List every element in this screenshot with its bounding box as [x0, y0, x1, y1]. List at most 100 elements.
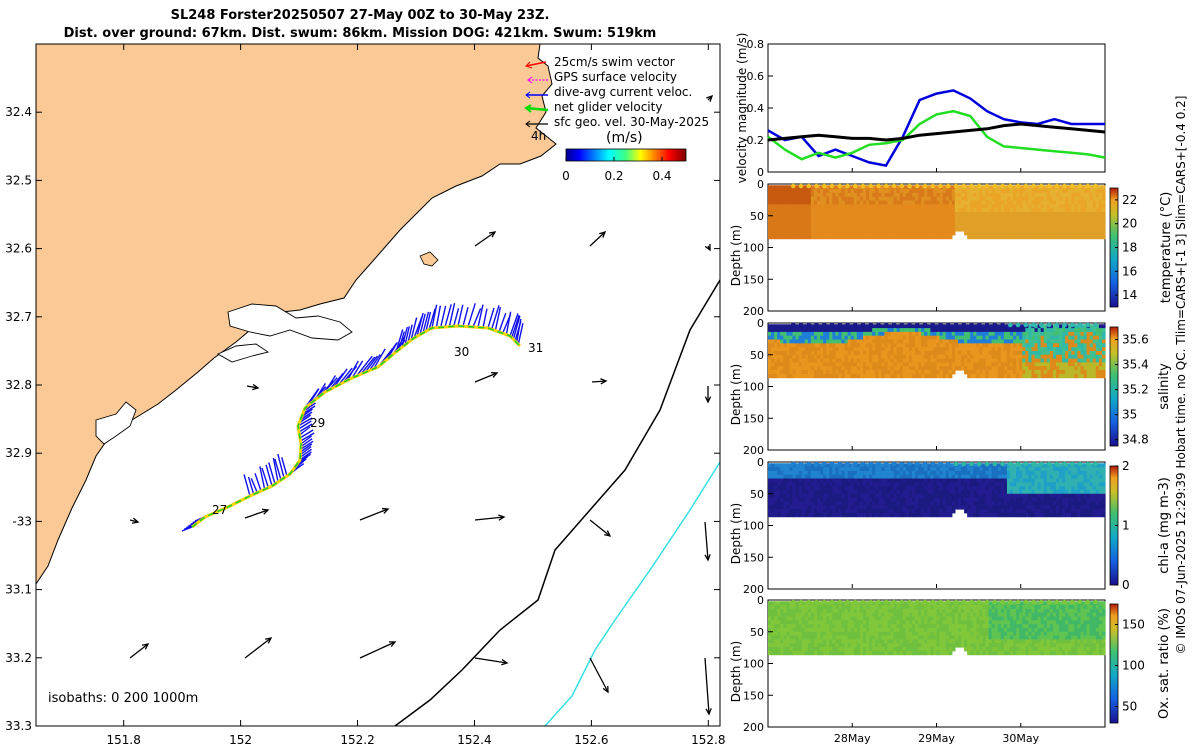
- surface-dot: [923, 184, 928, 189]
- section-cell: [1102, 328, 1106, 332]
- legend-label-geo: sfc geo. vel. 30-May-2025: [554, 115, 709, 129]
- speed-colorbar: [566, 149, 686, 161]
- surface-dot: [938, 184, 943, 189]
- surface-dot: [799, 323, 804, 328]
- section-cell: [1102, 208, 1106, 212]
- surface-dot: [837, 323, 842, 328]
- surface-dot: [1055, 323, 1060, 328]
- map-xtick-label: 152.2: [340, 733, 374, 747]
- cb-tick-label: 22: [1122, 193, 1137, 207]
- surface-dot: [1024, 323, 1029, 328]
- surface-dot: [985, 323, 990, 328]
- depth-tick-label: 150: [743, 412, 764, 425]
- legend-geo: sfc geo. vel. 30-May-2025: [526, 115, 709, 129]
- speed-cb-tick-label: 0.2: [604, 169, 623, 183]
- surface-dot: [969, 323, 974, 328]
- surface-dot: [892, 323, 897, 328]
- surface-dot: [1093, 184, 1098, 189]
- section-cell: [1102, 471, 1106, 475]
- surface-dot: [938, 323, 943, 328]
- surface-dot: [1031, 184, 1036, 189]
- surface-dot: [1016, 323, 1021, 328]
- surface-dot: [1078, 323, 1083, 328]
- surface-dot: [830, 184, 835, 189]
- colorbar-label: temperature (°C): [1159, 192, 1174, 304]
- section-cell: [1102, 362, 1106, 366]
- surface-dot: [837, 184, 842, 189]
- surface-dot: [1039, 184, 1044, 189]
- figure: 151.8 152 152.2 152.4 152.6 152.8 32.432.532.…: [0, 0, 1200, 750]
- surface-dot: [969, 184, 974, 189]
- vel-ytick-label: 0.6: [747, 70, 765, 83]
- legend-4h: 4h: [531, 129, 546, 143]
- isobaths-label: isobaths: 0 200 1000m: [48, 691, 198, 706]
- surface-dot: [892, 184, 897, 189]
- surface-dot: [845, 323, 850, 328]
- surface-dot: [915, 184, 920, 189]
- map-xtick-label: 152.4: [457, 733, 491, 747]
- section-cell: [1102, 355, 1106, 359]
- surface-dot: [899, 184, 904, 189]
- section-cell: [1102, 204, 1106, 208]
- section-cell: [1102, 479, 1106, 483]
- map-ytick-label: 33.1: [5, 583, 32, 597]
- surface-dot: [930, 323, 935, 328]
- section-cell: [1102, 336, 1106, 340]
- legend-label-swim: 25cm/s swim vector: [554, 55, 675, 69]
- cb-tick-label: 35: [1122, 408, 1137, 422]
- depth-tick-label: 0: [757, 317, 764, 330]
- section-colorbar: [1110, 327, 1118, 446]
- vel-ytick-label: 0.2: [747, 134, 765, 147]
- surface-dot: [868, 184, 873, 189]
- section-cell: [1102, 231, 1106, 235]
- day-label-30: 30: [454, 345, 469, 359]
- surface-dot: [954, 184, 959, 189]
- surface-dot: [814, 184, 819, 189]
- velocity-ylabel: velocity magnitude (m/s): [735, 33, 749, 184]
- section-cell: [1102, 235, 1106, 239]
- section-cell: [952, 509, 956, 513]
- surface-dot: [961, 323, 966, 328]
- surface-dot: [876, 323, 881, 328]
- colorbar-unit: (m/s): [606, 130, 643, 146]
- section-cell: [1102, 370, 1106, 374]
- colorbar-label: salinity: [1157, 363, 1172, 410]
- map-ytick-label: 32.4: [5, 105, 32, 119]
- cb-tick-label: 16: [1122, 264, 1137, 278]
- section-cell: [1102, 359, 1106, 363]
- surface-dot: [1016, 184, 1021, 189]
- section-cell: [1102, 185, 1106, 189]
- surface-dot: [1093, 323, 1098, 328]
- section-cell: [1102, 189, 1106, 193]
- section-cell: [1102, 216, 1106, 220]
- surface-dot: [930, 184, 935, 189]
- legend-label-gps: GPS surface velocity: [554, 70, 677, 84]
- speed-cb-tick-label: 0: [562, 169, 570, 183]
- surface-dot: [1086, 184, 1091, 189]
- section-cell: [1102, 343, 1106, 347]
- surface-dot: [884, 184, 889, 189]
- section-cell: [1102, 220, 1106, 224]
- surface-dot: [1008, 323, 1013, 328]
- section-salinity: 050100150200Depth (m)34.83535.235.435.6s…: [729, 317, 1172, 457]
- section-temperature: 050100150200Depth (m)1416182022 temperatu…: [729, 178, 1174, 318]
- cb-tick-label: 35.2: [1122, 383, 1149, 397]
- depth-tick-label: 0: [757, 178, 764, 191]
- section-cell: [1102, 223, 1106, 227]
- surface-dot: [1008, 184, 1013, 189]
- depth-ylabel: Depth (m): [729, 364, 743, 425]
- section-cell: [1102, 482, 1106, 486]
- day-label-29: 29: [310, 416, 325, 430]
- map-xtick-label: 152.6: [574, 733, 608, 747]
- surface-dot: [946, 323, 951, 328]
- cb-tick-label: 35.4: [1122, 358, 1149, 372]
- map-panel: 151.8 152 152.2 152.4 152.6 152.8 32.432.532.…: [5, 44, 725, 747]
- surface-dot: [1062, 323, 1067, 328]
- surface-dot: [1055, 184, 1060, 189]
- surface-dot: [993, 323, 998, 328]
- section-panels: 050100150200Depth (m)1416182022 temperatu…: [729, 178, 1174, 734]
- section-cell: [1102, 193, 1106, 197]
- legend-label-dive: dive-avg current veloc.: [554, 85, 692, 99]
- depth-tick-label: 100: [743, 381, 764, 394]
- map-ytick-label: 32.7: [5, 310, 32, 324]
